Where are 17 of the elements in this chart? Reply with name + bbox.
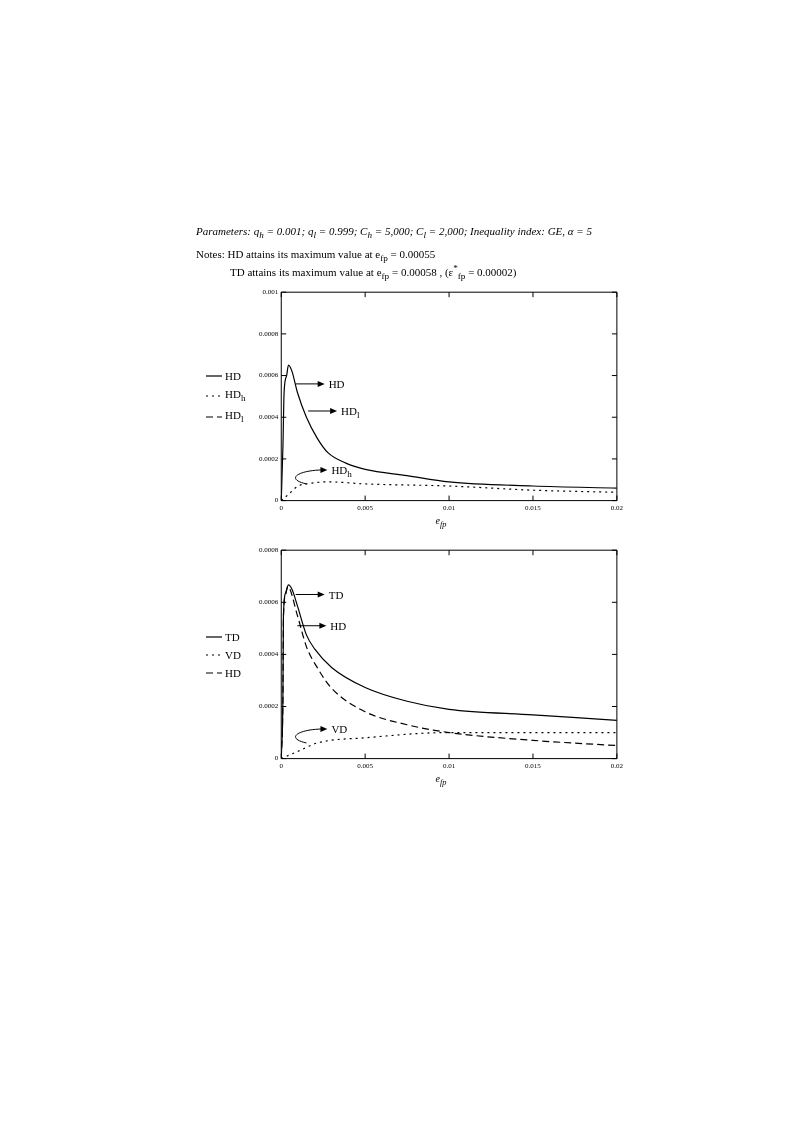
- legend-label: HD$_{l}$: [225, 409, 244, 425]
- annotation: TD: [328, 587, 344, 602]
- annotation: HD$_{h}$: [331, 463, 352, 482]
- annotation: HD: [328, 377, 345, 392]
- text: TD attains its maximum value at e$_{fp}$ = 0.00058 , (ε$^{*}$$_{fp}$ = 0.00002): [229, 263, 518, 282]
- annotation: HD$_{l}$: [341, 404, 360, 423]
- legend-label: HD: [225, 667, 241, 680]
- x-axis-title: e$_{fp}$: [434, 773, 448, 788]
- annotation: HD: [330, 618, 347, 633]
- legend-label: VD: [225, 649, 241, 662]
- legend-label: HD$_{h}$: [225, 388, 246, 404]
- annotation: VD: [331, 722, 348, 737]
- legend-label: TD: [225, 631, 240, 644]
- x-axis-title: e$_{fp}$: [434, 515, 448, 530]
- text: Notes: HD attains its maximum value at e$_{fp}$ = 0.00055: [196, 248, 437, 264]
- chart-title: Parameters: q$_{h}$ = 0.001; q$_{l}$ = 0.999; C$_{h}$ = 5,000; C$_{l}$ = 2,000; Inequality index: GE, α = 5: [196, 225, 592, 241]
- legend-label: HD: [225, 370, 241, 383]
